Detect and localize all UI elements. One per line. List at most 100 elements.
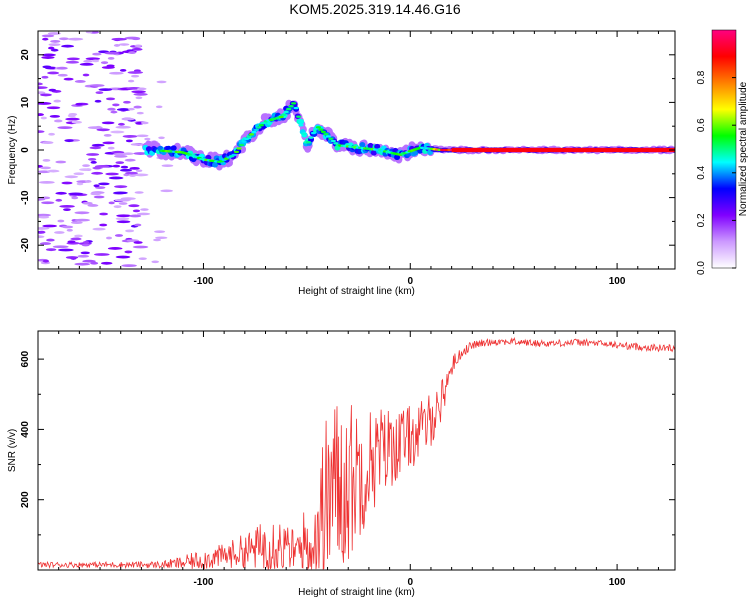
noise-blob xyxy=(131,47,143,51)
noise-blob xyxy=(133,241,143,244)
noise-blob xyxy=(151,260,160,264)
noise-blob xyxy=(38,227,50,230)
snr-line xyxy=(38,336,675,570)
noise-blob xyxy=(104,51,120,55)
noise-blob xyxy=(38,82,43,86)
noise-blob xyxy=(55,198,63,202)
noise-blob xyxy=(41,201,55,205)
noise-blob xyxy=(114,198,130,202)
noise-blob xyxy=(105,172,119,176)
colorbar: 0.0 0.2 0.4 0.6 0.8 Normalized spectral ampl… xyxy=(696,29,749,275)
noise-blob xyxy=(79,168,92,171)
noise-blob xyxy=(55,191,67,195)
x-axis-ticks-top: -100 0 100 xyxy=(37,31,659,287)
noise-blob xyxy=(113,191,128,195)
signal-core xyxy=(243,137,250,141)
noise-blob xyxy=(133,173,149,177)
signal-core xyxy=(253,128,259,132)
noise-blob xyxy=(94,99,102,103)
noise-blob xyxy=(115,161,125,165)
noise-blob xyxy=(96,128,110,132)
noise-blob xyxy=(122,152,134,155)
noise-blob xyxy=(128,204,140,208)
noise-blob xyxy=(108,176,124,180)
noise-blob xyxy=(41,34,55,38)
noise-blob xyxy=(82,259,96,263)
y-axis-label-top: Frequency (Hz) xyxy=(7,116,18,185)
noise-blob xyxy=(119,68,127,72)
snr-chart: -100 0 100 200 400 600 Height of straight li… xyxy=(7,330,676,598)
noise-blob xyxy=(48,43,61,47)
noise-blob xyxy=(71,196,79,200)
noise-blob xyxy=(90,261,99,265)
noise-blob xyxy=(107,56,115,60)
noise-blob xyxy=(132,209,141,213)
signal-peak-band xyxy=(451,147,675,153)
noise-blob xyxy=(125,229,135,233)
y-axis-ticks-bottom: 200 400 600 xyxy=(20,350,675,536)
signal-core xyxy=(308,136,314,139)
noise-blob xyxy=(66,228,73,232)
y-tick-label: 400 xyxy=(20,421,31,438)
noise-blob xyxy=(74,262,91,266)
noise-blob xyxy=(133,105,142,109)
x-axis-label-bottom: Height of straight line (km) xyxy=(298,587,415,598)
signal-core xyxy=(233,150,240,154)
noise-blob xyxy=(128,79,135,83)
signal-core xyxy=(281,113,287,116)
y-tick-label: 20 xyxy=(20,49,31,61)
noise-blob xyxy=(82,73,90,77)
signal-core xyxy=(295,115,302,118)
noise-blob xyxy=(98,182,110,186)
noise-blob xyxy=(64,175,79,179)
noise-blob xyxy=(156,80,167,84)
noise-blob xyxy=(85,57,101,61)
colorbar-ticks: 0.0 0.2 0.4 0.6 0.8 xyxy=(696,70,736,275)
noise-blob xyxy=(113,44,121,47)
noise-blob xyxy=(42,141,54,144)
noise-blob xyxy=(42,259,50,263)
x-tick-label: -100 xyxy=(193,276,213,287)
noise-blob xyxy=(125,171,138,175)
noise-blob xyxy=(107,247,123,250)
signal-body xyxy=(359,142,366,148)
x-tick-label: 100 xyxy=(609,577,626,588)
noise-blob xyxy=(48,46,55,50)
noise-blob xyxy=(61,181,73,185)
noise-blob xyxy=(41,56,55,59)
noise-blob xyxy=(138,257,147,260)
signal-body xyxy=(212,162,219,168)
noise-blob xyxy=(75,102,83,106)
noise-blob xyxy=(128,107,135,111)
noise-blob xyxy=(70,221,83,225)
noise-blob xyxy=(133,92,148,96)
signal-core xyxy=(286,107,292,111)
noise-blob xyxy=(39,242,52,245)
noise-blob xyxy=(161,164,174,168)
signal-core xyxy=(261,121,267,125)
colorbar-tick-label: 0.6 xyxy=(696,118,707,132)
x-tick-label: 0 xyxy=(407,577,413,588)
noise-blob xyxy=(53,119,63,123)
noise-blob xyxy=(61,44,75,48)
signal-core xyxy=(248,133,255,136)
noise-blob xyxy=(135,96,143,100)
noise-blob xyxy=(115,217,130,221)
noise-blob xyxy=(98,88,113,92)
noise-blob xyxy=(47,32,61,35)
noise-scatter xyxy=(38,31,174,268)
signal-core xyxy=(283,110,289,114)
colorbar-tick-label: 0.4 xyxy=(696,165,707,179)
noise-blob xyxy=(105,236,113,240)
noise-blob xyxy=(93,184,100,188)
signal-core xyxy=(298,124,304,127)
noise-blob xyxy=(103,133,112,137)
signal-body xyxy=(370,149,377,156)
signal-body xyxy=(170,145,177,151)
y-tick-label: -10 xyxy=(20,190,31,205)
noise-blob xyxy=(38,230,46,234)
noise-blob xyxy=(107,107,116,111)
signal-core xyxy=(238,143,245,147)
noise-blob xyxy=(47,71,60,75)
